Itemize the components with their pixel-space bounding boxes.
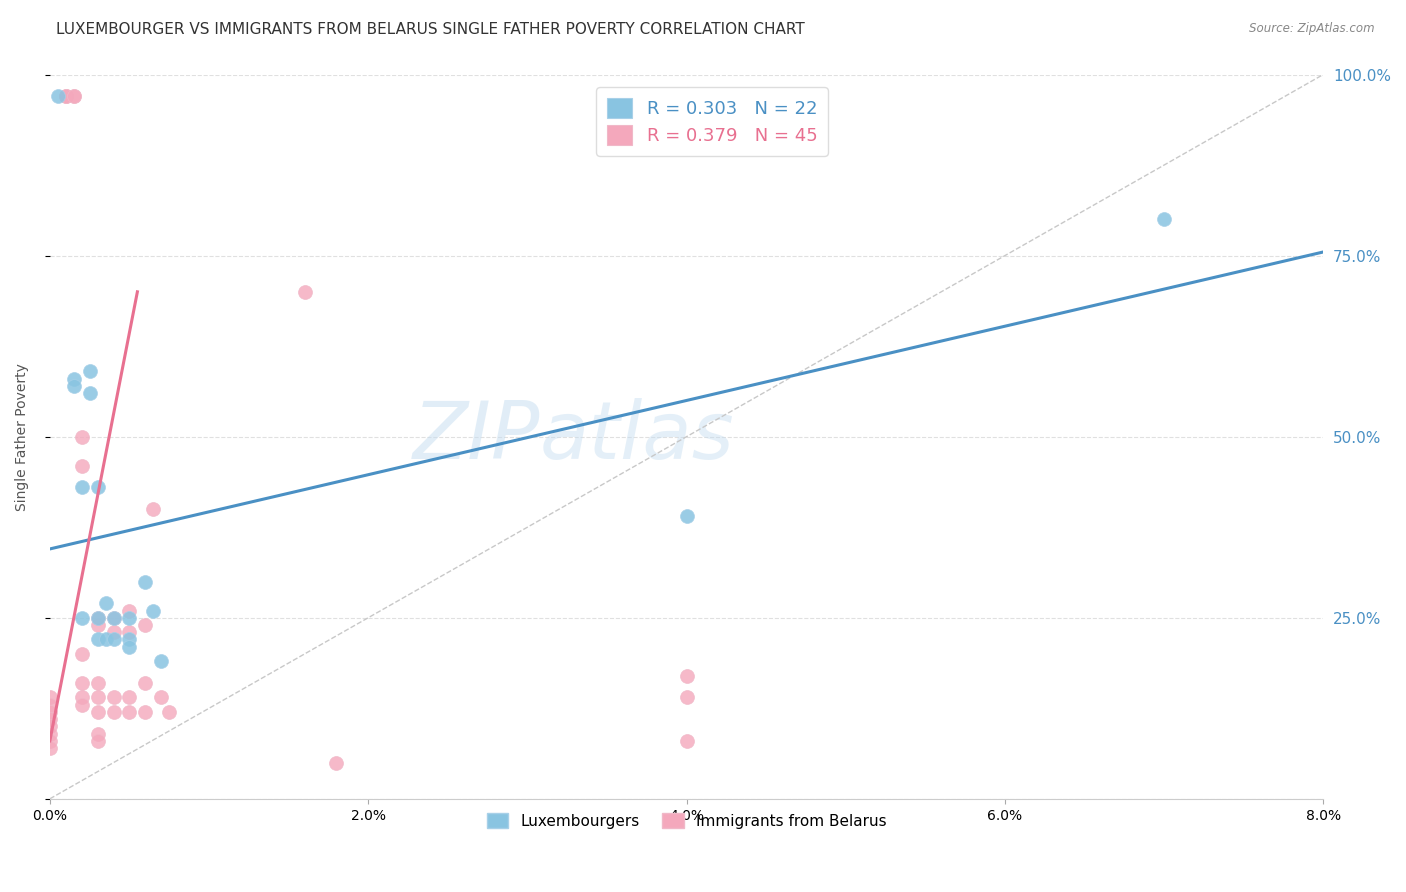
Point xyxy=(70,430,93,444)
Point xyxy=(38,726,60,740)
Point xyxy=(38,705,60,719)
Point xyxy=(103,611,125,625)
Point xyxy=(134,574,156,589)
Point xyxy=(62,89,84,103)
Point xyxy=(70,690,93,705)
Point xyxy=(675,509,697,524)
Text: LUXEMBOURGER VS IMMIGRANTS FROM BELARUS SINGLE FATHER POVERTY CORRELATION CHART: LUXEMBOURGER VS IMMIGRANTS FROM BELARUS … xyxy=(56,22,806,37)
Legend: Luxembourgers, Immigrants from Belarus: Luxembourgers, Immigrants from Belarus xyxy=(481,806,893,835)
Point xyxy=(55,89,77,103)
Point xyxy=(142,502,165,516)
Point xyxy=(118,690,141,705)
Point xyxy=(118,632,141,647)
Point xyxy=(86,611,108,625)
Point xyxy=(55,89,77,103)
Point xyxy=(79,364,101,378)
Point xyxy=(62,372,84,386)
Point xyxy=(94,596,117,610)
Point xyxy=(134,705,156,719)
Text: ZIP: ZIP xyxy=(413,398,540,475)
Point xyxy=(38,698,60,712)
Point xyxy=(118,603,141,617)
Point xyxy=(86,632,108,647)
Point xyxy=(38,741,60,756)
Point xyxy=(38,734,60,748)
Point xyxy=(142,603,165,617)
Point xyxy=(157,705,180,719)
Text: Source: ZipAtlas.com: Source: ZipAtlas.com xyxy=(1250,22,1375,36)
Point xyxy=(70,676,93,690)
Point xyxy=(62,89,84,103)
Point xyxy=(103,632,125,647)
Point xyxy=(86,734,108,748)
Point xyxy=(86,676,108,690)
Point xyxy=(675,734,697,748)
Point xyxy=(38,712,60,726)
Point xyxy=(675,669,697,683)
Point xyxy=(86,618,108,632)
Point xyxy=(294,285,316,299)
Point xyxy=(675,690,697,705)
Point xyxy=(103,625,125,640)
Point xyxy=(134,676,156,690)
Point xyxy=(118,640,141,654)
Point xyxy=(86,690,108,705)
Point xyxy=(94,632,117,647)
Point xyxy=(86,705,108,719)
Point xyxy=(79,386,101,401)
Point xyxy=(70,647,93,661)
Point xyxy=(55,89,77,103)
Point xyxy=(118,625,141,640)
Text: atlas: atlas xyxy=(540,398,735,475)
Point xyxy=(38,719,60,733)
Point xyxy=(70,611,93,625)
Point xyxy=(86,480,108,494)
Point xyxy=(38,690,60,705)
Point xyxy=(70,480,93,494)
Point xyxy=(86,611,108,625)
Point xyxy=(86,726,108,740)
Point xyxy=(62,379,84,393)
Y-axis label: Single Father Poverty: Single Father Poverty xyxy=(15,363,30,510)
Point xyxy=(118,611,141,625)
Point xyxy=(70,458,93,473)
Point xyxy=(134,618,156,632)
Point xyxy=(1153,212,1175,227)
Point xyxy=(325,756,347,770)
Point xyxy=(70,698,93,712)
Point xyxy=(150,690,173,705)
Point xyxy=(46,89,69,103)
Point xyxy=(103,690,125,705)
Point xyxy=(118,705,141,719)
Point xyxy=(103,611,125,625)
Point xyxy=(103,705,125,719)
Point xyxy=(150,654,173,668)
